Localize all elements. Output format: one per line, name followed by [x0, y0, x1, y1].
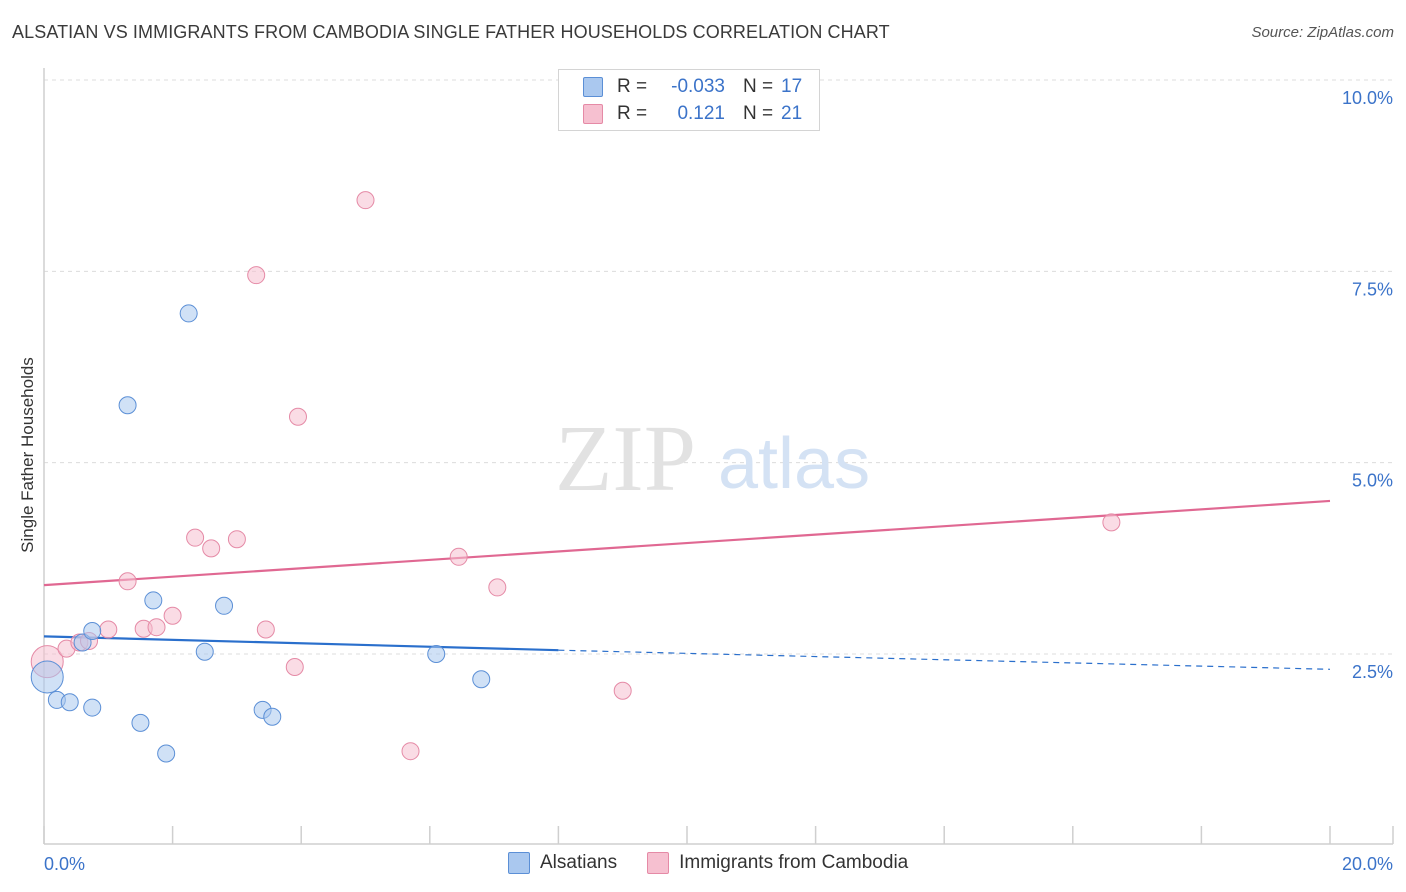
grid-lines — [44, 79, 1393, 655]
cambodia-point — [202, 539, 221, 558]
alsatian-point — [144, 591, 163, 610]
trend-line-alsatians-extension — [558, 649, 1331, 670]
alsatian-point — [83, 698, 102, 717]
cambodia-point — [227, 530, 246, 549]
legend-r-value: -0.033 — [671, 76, 725, 97]
legend-n-label: N = — [743, 76, 774, 97]
y-tick-label: 5.0% — [1352, 471, 1393, 491]
alsatian-point — [427, 645, 446, 663]
cambodia-point — [118, 572, 137, 591]
cambodia-point — [401, 742, 420, 761]
legend-n-label: N = — [743, 103, 774, 124]
legend-r-label: R = — [617, 103, 648, 124]
alsatian-point — [83, 622, 102, 641]
cambodia-point — [488, 578, 507, 597]
cambodia-point — [449, 547, 468, 566]
cambodia-point — [356, 191, 375, 210]
y-tick-label: 2.5% — [1352, 662, 1393, 682]
alsatian-point — [60, 693, 79, 712]
alsatian-point — [30, 660, 64, 694]
chart-title: ALSATIAN VS IMMIGRANTS FROM CAMBODIA SIN… — [12, 22, 890, 42]
alsatian-point — [195, 642, 214, 661]
cambodia-point — [256, 620, 275, 639]
source-label: Source: ZipAtlas.com — [1251, 24, 1394, 41]
legend-swatch-blue — [583, 77, 603, 97]
cambodia-point — [285, 658, 304, 677]
legend-item-cambodia: Immigrants from Cambodia — [647, 852, 908, 874]
cambodia-point — [288, 407, 307, 426]
legend-row-cambodia: R = 0.121 N = 21 — [583, 101, 802, 127]
alsatian-point — [73, 633, 92, 652]
legend-n-value: 17 — [781, 76, 803, 97]
y-tick-label: 7.5% — [1352, 279, 1393, 299]
alsatian-point — [263, 707, 282, 726]
cambodia-point — [99, 620, 118, 639]
trend-line-alsatians — [43, 635, 559, 652]
axes — [43, 68, 1394, 845]
alsatian-point — [157, 744, 176, 763]
watermark: ZIP atlas — [555, 407, 870, 511]
alsatian-point — [179, 304, 198, 323]
cambodia-point — [147, 618, 166, 637]
legend-r-label: R = — [617, 76, 648, 97]
cambodia-point — [613, 681, 632, 700]
legend-label-cambodia: Immigrants from Cambodia — [679, 852, 909, 873]
trend-lines — [43, 499, 1331, 670]
watermark-atlas: atlas — [718, 424, 870, 504]
correlation-legend: R = -0.033 N = 17 R = 0.121 N = 21 — [558, 69, 820, 131]
cambodia-point — [163, 606, 182, 625]
alsatian-point — [215, 596, 234, 615]
alsatian-point — [131, 713, 150, 732]
series-legend: Alsatians Immigrants from Cambodia — [508, 852, 938, 874]
alsatian-point — [472, 670, 491, 689]
x-tick-label: 0.0% — [44, 854, 85, 874]
legend-swatch-blue — [508, 852, 530, 874]
legend-swatch-pink — [583, 104, 603, 124]
legend-swatch-pink — [647, 852, 670, 874]
legend-label-alsatians: Alsatians — [540, 852, 618, 873]
cambodia-point — [247, 266, 266, 285]
y-tick-label: 10.0% — [1342, 88, 1393, 108]
x-tick-label: 20.0% — [1342, 854, 1393, 874]
cambodia-point — [1102, 513, 1121, 532]
legend-item-alsatians: Alsatians — [508, 852, 617, 874]
cambodia-point — [186, 528, 205, 547]
y-axis-label: Single Father Households — [18, 357, 37, 553]
legend-row-alsatians: R = -0.033 N = 17 — [583, 74, 802, 100]
legend-n-value: 21 — [781, 103, 803, 124]
legend-r-value: 0.121 — [677, 103, 725, 124]
data-points — [30, 191, 1121, 763]
alsatian-point — [118, 396, 137, 415]
tick-labels: 0.0% 20.0% 2.5% 5.0% 7.5% 10.0% — [44, 88, 1393, 874]
watermark-zip: ZIP — [555, 407, 696, 511]
